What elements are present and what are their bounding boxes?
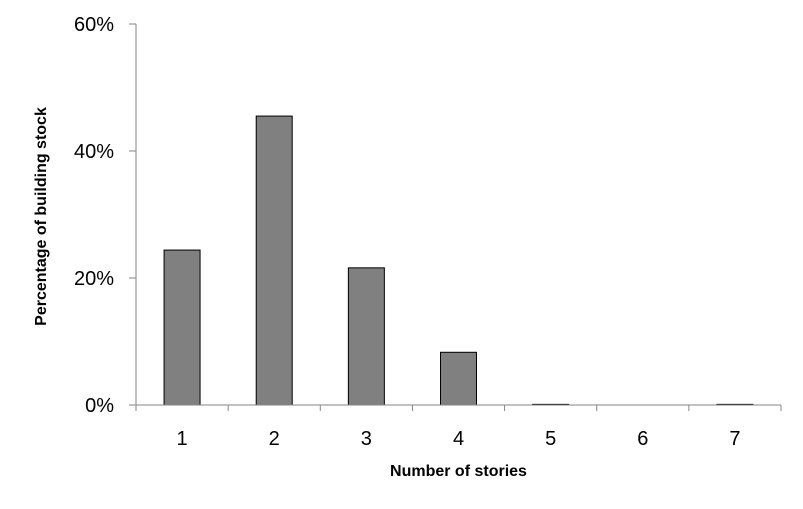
y-tick-label: 20%	[74, 268, 114, 290]
bars	[163, 115, 754, 406]
y-axis-title: Percentage of building stock	[33, 107, 50, 326]
x-tick-label: 4	[453, 428, 464, 450]
y-tick-label: 0%	[85, 395, 114, 417]
y-axis-ticks: 0% 20% 40% 60%	[74, 14, 136, 417]
x-tick-label: 6	[637, 428, 648, 450]
x-tick-label: 5	[545, 428, 556, 450]
bar-4	[440, 351, 477, 406]
y-tick-label: 40%	[74, 141, 114, 163]
x-axis-ticks: 1 2 3 4 5 6 7	[135, 405, 782, 450]
bar-1	[163, 249, 201, 406]
y-tick-label: 60%	[74, 14, 114, 36]
x-axis-title: Number of stories	[390, 463, 527, 480]
x-tick-label: 7	[729, 428, 740, 450]
x-tick-label: 1	[177, 428, 188, 450]
bar-2	[255, 115, 293, 406]
x-tick-label: 2	[269, 428, 280, 450]
x-tick-label: 3	[361, 428, 372, 450]
bar-3	[347, 267, 385, 406]
